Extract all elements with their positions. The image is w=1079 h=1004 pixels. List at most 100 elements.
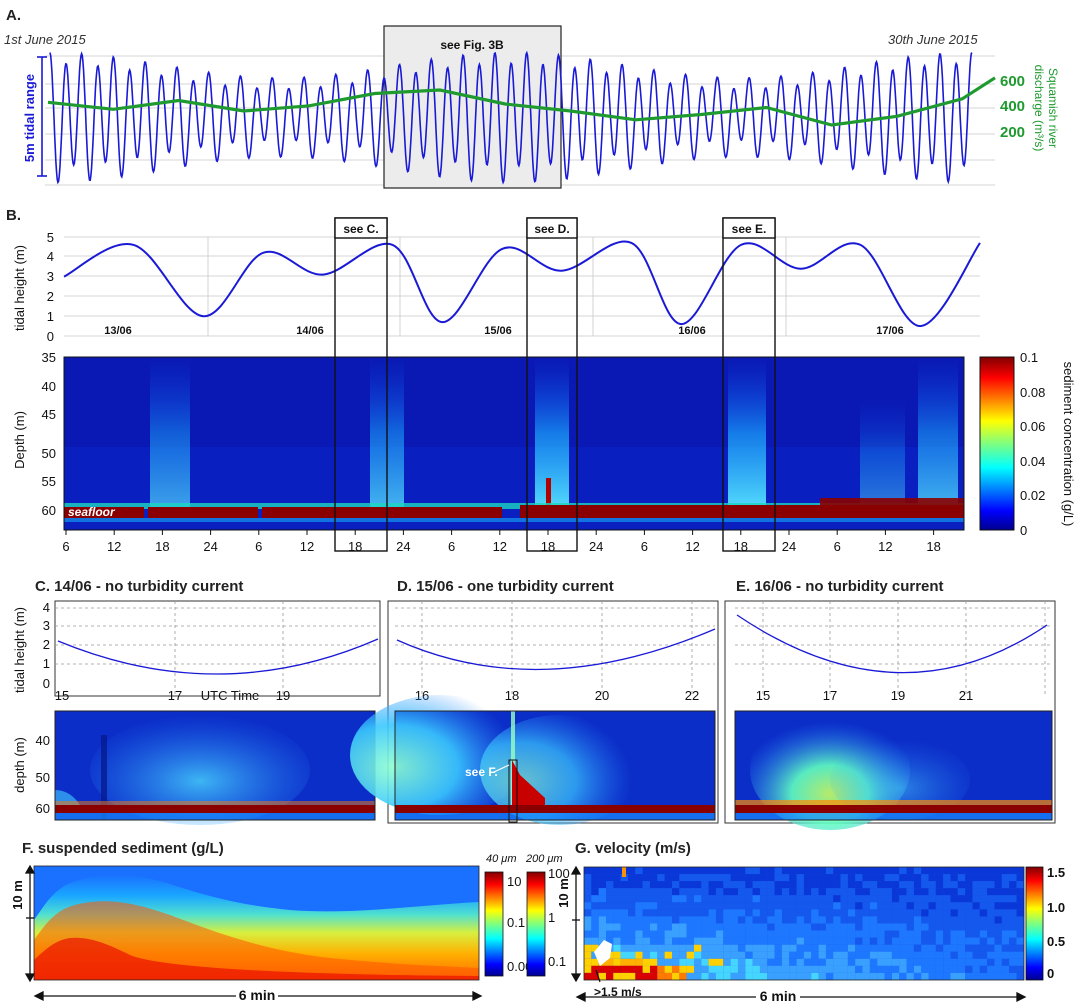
velocity-cell xyxy=(877,874,885,882)
velocity-cell xyxy=(1009,902,1017,910)
velocity-cell xyxy=(1009,958,1017,966)
velocity-cell xyxy=(708,881,716,889)
velocity-cell xyxy=(715,874,724,882)
velocity-cell xyxy=(781,874,790,882)
velocity-cell xyxy=(847,930,856,938)
tide-ytick-4: 4 xyxy=(47,249,54,264)
velocity-cell xyxy=(811,923,819,931)
velocity-cell xyxy=(979,937,988,945)
tidal-range-label: 5m tidal range xyxy=(22,74,37,162)
c-heatmap xyxy=(54,710,376,825)
velocity-cell xyxy=(847,972,856,980)
velocity-cell xyxy=(803,874,812,882)
velocity-cell xyxy=(825,874,834,882)
velocity-cell xyxy=(694,874,702,882)
velocity-cell xyxy=(1001,944,1010,952)
velocity-cell xyxy=(789,895,797,903)
velocity-cell xyxy=(935,965,944,973)
velocity-cell xyxy=(723,944,731,952)
velocity-cell xyxy=(730,937,738,945)
velocity-cell xyxy=(877,965,885,973)
velocity-cell xyxy=(869,909,878,917)
velocity-cell xyxy=(950,951,958,959)
turbidity-current-front xyxy=(512,760,545,806)
velocity-cell xyxy=(950,916,958,924)
velocity-cell xyxy=(767,902,775,910)
velocity-cell xyxy=(811,972,819,980)
velocity-cell xyxy=(891,874,900,882)
velocity-cell xyxy=(979,930,988,938)
velocity-cell xyxy=(928,916,936,924)
velocity-cell xyxy=(913,923,922,931)
velocity-cell xyxy=(715,881,724,889)
velocity-cell xyxy=(752,867,760,875)
velocity-cell xyxy=(943,965,951,973)
velocity-cell xyxy=(767,930,775,938)
velocity-cell xyxy=(781,881,790,889)
velocity-cell xyxy=(657,874,665,882)
velocity-cell xyxy=(679,937,687,945)
velocity-cell xyxy=(987,888,995,896)
velocity-cell xyxy=(1016,874,1024,882)
velocity-cell xyxy=(650,867,658,875)
velocity-cell xyxy=(737,902,746,910)
velocity-cell xyxy=(628,937,636,945)
velocity-cell xyxy=(694,958,702,966)
velocity-cell xyxy=(906,902,914,910)
velocity-cell xyxy=(811,930,819,938)
velocity-cell xyxy=(987,902,995,910)
d-heatmap xyxy=(350,695,716,825)
velocity-cell xyxy=(752,881,760,889)
velocity-cell xyxy=(745,888,753,896)
velocity-cell xyxy=(781,895,790,903)
velocity-cell xyxy=(972,895,980,903)
velocity-cell xyxy=(1009,937,1017,945)
velocity-cell xyxy=(994,881,1002,889)
velocity-cell xyxy=(840,930,848,938)
velocity-cell xyxy=(796,958,804,966)
velocity-cell xyxy=(840,951,848,959)
velocity-cell xyxy=(943,972,951,980)
velocity-cell xyxy=(950,902,958,910)
see-c-box: see C. xyxy=(334,217,388,552)
velocity-cell xyxy=(935,944,944,952)
velocity-cell xyxy=(803,881,812,889)
velocity-cell xyxy=(686,965,694,973)
velocity-cell xyxy=(884,958,892,966)
velocity-cell xyxy=(701,951,709,959)
velocity-cell xyxy=(657,895,665,903)
velocity-cell xyxy=(1009,930,1017,938)
velocity-cell xyxy=(694,902,702,910)
velocity-cell xyxy=(715,951,724,959)
velocity-cell xyxy=(869,972,878,980)
velocity-cell xyxy=(913,930,922,938)
velocity-cell xyxy=(1009,867,1017,875)
velocity-cell xyxy=(664,867,672,875)
velocity-cell xyxy=(972,923,980,931)
velocity-cell xyxy=(921,930,929,938)
velocity-cell xyxy=(877,951,885,959)
velocity-cell xyxy=(987,951,995,959)
velocity-cell xyxy=(789,972,797,980)
velocity-cell xyxy=(957,930,966,938)
velocity-cell xyxy=(877,923,885,931)
velocity-cell xyxy=(803,923,812,931)
velocity-cell xyxy=(950,867,958,875)
velocity-cell xyxy=(884,937,892,945)
velocity-cell xyxy=(972,937,980,945)
velocity-cell xyxy=(715,944,724,952)
depth-ytick-50: 50 xyxy=(42,446,56,461)
velocity-cell xyxy=(715,902,724,910)
velocity-cell xyxy=(752,874,760,882)
velocity-cell xyxy=(584,958,592,966)
velocity-cell xyxy=(855,958,863,966)
velocity-cell xyxy=(987,909,995,917)
velocity-cell xyxy=(737,895,746,903)
velocity-cell xyxy=(781,888,790,896)
velocity-cell xyxy=(840,923,848,931)
velocity-cell xyxy=(598,902,607,910)
velocity-cell xyxy=(635,937,643,945)
velocity-cell xyxy=(620,937,628,945)
velocity-cell xyxy=(928,951,936,959)
b-xtick: 12 xyxy=(300,539,314,554)
